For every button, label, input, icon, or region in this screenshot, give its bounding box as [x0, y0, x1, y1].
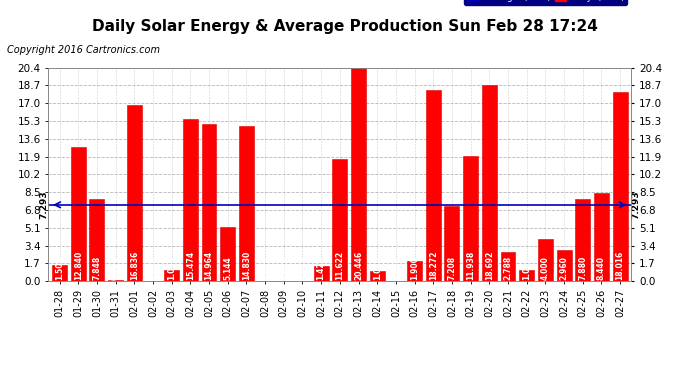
- Text: 1.508: 1.508: [55, 256, 64, 280]
- Bar: [333, 159, 347, 281]
- Text: 2.960: 2.960: [560, 256, 569, 280]
- Text: 18.272: 18.272: [428, 251, 437, 280]
- Bar: [538, 239, 553, 281]
- Bar: [314, 266, 328, 281]
- Text: 0.000: 0.000: [298, 256, 307, 280]
- Bar: [90, 199, 104, 281]
- Text: 20.446: 20.446: [354, 251, 363, 280]
- Bar: [594, 193, 609, 281]
- Bar: [482, 86, 497, 281]
- Text: 1.900: 1.900: [410, 256, 419, 280]
- Bar: [575, 199, 590, 281]
- Text: 12.840: 12.840: [74, 251, 83, 280]
- Bar: [220, 227, 235, 281]
- Text: 5.144: 5.144: [223, 256, 233, 280]
- Text: 0.000: 0.000: [279, 256, 288, 280]
- Bar: [463, 156, 478, 281]
- Text: 1.058: 1.058: [167, 256, 176, 280]
- Bar: [183, 119, 198, 281]
- Bar: [500, 252, 515, 281]
- Bar: [201, 124, 217, 281]
- Text: Daily Solar Energy & Average Production Sun Feb 28 17:24: Daily Solar Energy & Average Production …: [92, 19, 598, 34]
- Text: 0.000: 0.000: [261, 256, 270, 280]
- Text: 7.208: 7.208: [447, 256, 457, 280]
- Text: 7.848: 7.848: [92, 256, 101, 280]
- Text: 0.000: 0.000: [391, 256, 400, 280]
- Bar: [613, 93, 628, 281]
- Text: 1.010: 1.010: [373, 256, 382, 280]
- Bar: [351, 67, 366, 281]
- Bar: [164, 270, 179, 281]
- Bar: [520, 270, 534, 281]
- Text: 7.293: 7.293: [39, 190, 48, 219]
- Bar: [108, 280, 123, 281]
- Text: 14.964: 14.964: [204, 251, 213, 280]
- Text: 1.052: 1.052: [522, 256, 531, 280]
- Text: 16.836: 16.836: [130, 251, 139, 280]
- Text: 18.692: 18.692: [485, 251, 494, 280]
- Bar: [557, 250, 571, 281]
- Bar: [71, 147, 86, 281]
- Bar: [407, 261, 422, 281]
- Text: 11.622: 11.622: [335, 251, 344, 280]
- Bar: [127, 105, 141, 281]
- Bar: [370, 271, 385, 281]
- Text: 11.938: 11.938: [466, 251, 475, 280]
- Text: Copyright 2016 Cartronics.com: Copyright 2016 Cartronics.com: [7, 45, 160, 55]
- Text: 0.000: 0.000: [148, 256, 157, 280]
- Text: 8.440: 8.440: [597, 256, 606, 280]
- Text: 1.426: 1.426: [317, 256, 326, 280]
- Text: 18.016: 18.016: [615, 251, 624, 280]
- Text: 14.830: 14.830: [242, 251, 251, 280]
- Text: 15.474: 15.474: [186, 251, 195, 280]
- Text: 2.788: 2.788: [504, 256, 513, 280]
- Legend: Average  (kWh), Daily  (kWh): Average (kWh), Daily (kWh): [464, 0, 627, 5]
- Text: 0.096: 0.096: [111, 256, 120, 280]
- Bar: [444, 206, 460, 281]
- Text: 7.880: 7.880: [578, 256, 587, 280]
- Bar: [52, 266, 67, 281]
- Bar: [239, 126, 254, 281]
- Text: 7.293: 7.293: [631, 190, 640, 219]
- Text: 4.000: 4.000: [541, 256, 550, 280]
- Bar: [426, 90, 441, 281]
